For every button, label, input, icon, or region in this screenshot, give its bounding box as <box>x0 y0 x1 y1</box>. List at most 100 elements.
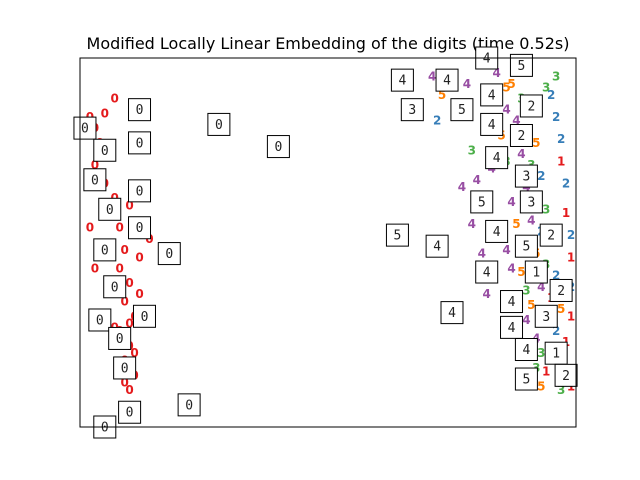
thumbnail-frame-36 <box>385 223 409 247</box>
digit-thumbnail-26: 4 <box>480 83 504 107</box>
digit-point-21: 0 <box>125 383 133 397</box>
thumbnail-digit-37: 4 <box>433 240 441 255</box>
digit-point-5: 0 <box>91 158 99 172</box>
digit-thumbnail-11: 0 <box>128 98 152 122</box>
digit-thumbnail-28: 4 <box>480 112 504 136</box>
digit-point-97: 2 <box>547 88 555 102</box>
thumbnail-digit-43: 4 <box>448 306 456 321</box>
thumbnail-digit-14: 0 <box>136 221 144 236</box>
thumbnail-frame-29 <box>509 123 533 147</box>
digit-point-69: 3 <box>542 202 550 216</box>
thumbnail-digit-6: 0 <box>96 313 104 328</box>
digit-point-104: 1 <box>567 250 575 264</box>
thumbnail-frame-9 <box>118 400 142 424</box>
digit-point-108: 3 <box>542 81 550 95</box>
digit-thumbnail-22: 3 <box>400 98 424 122</box>
digit-point-32: 0 <box>111 92 119 106</box>
digit-point-53: 5 <box>537 379 545 393</box>
thumbnail-digit-5: 0 <box>111 280 119 295</box>
digit-point-51: 4 <box>522 313 530 327</box>
digit-point-58: 5 <box>507 77 515 91</box>
digit-point-78: 5 <box>557 302 565 316</box>
digit-point-49: 4 <box>507 261 515 275</box>
digit-point-26: 0 <box>135 250 143 264</box>
digit-point-64: 4 <box>517 147 525 161</box>
thumbnail-frame-25 <box>509 53 533 77</box>
digit-point-45: 4 <box>468 217 476 231</box>
thumbnail-frame-40 <box>524 260 548 284</box>
digit-thumbnail-14: 0 <box>128 216 152 240</box>
digit-point-101: 2 <box>562 176 570 190</box>
digit-point-15: 0 <box>120 295 128 309</box>
thumbnail-frame-5 <box>103 275 127 299</box>
thumbnail-frame-43 <box>440 301 464 325</box>
digit-thumbnail-2: 0 <box>83 168 107 192</box>
thumbnail-digit-16: 0 <box>141 310 149 325</box>
digit-point-91: 5 <box>517 265 525 279</box>
digit-point-24: 0 <box>91 261 99 275</box>
thumbnail-digit-15: 0 <box>165 247 173 262</box>
digit-thumbnail-44: 3 <box>534 304 558 328</box>
thumbnail-frame-22 <box>400 98 424 122</box>
digit-point-13: 0 <box>116 261 124 275</box>
thumbnail-frame-46 <box>514 338 538 362</box>
thumbnail-digit-42: 2 <box>557 284 565 299</box>
digit-point-2: 0 <box>101 106 109 120</box>
digit-point-75: 2 <box>552 269 560 283</box>
thumbnail-frame-30 <box>485 146 509 170</box>
digit-thumbnail-36: 5 <box>385 223 409 247</box>
digit-point-90: 4 <box>502 243 510 257</box>
thumbnail-frame-44 <box>534 304 558 328</box>
digit-point-95: 3 <box>537 346 545 360</box>
thumbnail-frame-32 <box>470 190 494 214</box>
thumbnail-digit-28: 4 <box>488 118 496 133</box>
digit-thumbnail-18: 0 <box>207 112 231 136</box>
thumbnail-frame-11 <box>128 98 152 122</box>
digit-thumbnail-0: 0 <box>73 116 97 140</box>
thumbnail-frame-0 <box>73 116 97 140</box>
thumbnail-frame-27 <box>519 94 543 118</box>
digit-point-41: 3 <box>468 143 476 157</box>
chart-title: Modified Locally Linear Embedding of the… <box>87 34 570 53</box>
digit-thumbnail-39: 4 <box>475 260 499 284</box>
digit-point-12: 0 <box>120 243 128 257</box>
digit-thumbnail-45: 4 <box>500 315 524 339</box>
thumbnail-frame-26 <box>480 83 504 107</box>
digit-thumbnail-15: 0 <box>157 242 181 266</box>
thumbnail-frame-33 <box>519 190 543 214</box>
digit-thumbnail-47: 1 <box>544 341 568 365</box>
thumbnail-frame-6 <box>88 308 112 332</box>
thumbnail-digit-34: 4 <box>493 225 501 240</box>
thumbnail-digit-27: 2 <box>527 99 535 114</box>
digit-point-43: 4 <box>473 173 481 187</box>
digit-point-46: 4 <box>478 247 486 261</box>
thumbnail-digit-46: 4 <box>522 343 530 358</box>
digit-point-85: 4 <box>502 103 510 117</box>
digit-thumbnail-33: 3 <box>519 190 543 214</box>
thumbnail-digit-44: 3 <box>542 310 550 325</box>
digit-point-34: 4 <box>428 69 436 83</box>
thumbnail-digit-36: 5 <box>394 229 402 244</box>
digit-thumbnail-30: 4 <box>485 146 509 170</box>
digit-thumbnail-49: 2 <box>554 363 578 387</box>
digit-point-63: 5 <box>532 136 540 150</box>
thumbnail-digit-12: 0 <box>136 136 144 151</box>
digit-thumbnail-40: 1 <box>524 260 548 284</box>
digit-thumbnail-7: 0 <box>108 326 132 350</box>
thumbnail-frame-1 <box>93 138 117 162</box>
digit-point-107: 3 <box>552 69 560 83</box>
digit-thumbnail-3: 0 <box>98 197 122 221</box>
digit-point-93: 5 <box>527 298 535 312</box>
thumbnail-digit-2: 0 <box>91 173 99 188</box>
thumbnail-digit-26: 4 <box>488 88 496 103</box>
thumbnail-frame-31 <box>514 164 538 188</box>
thumbnail-digit-47: 1 <box>552 347 560 362</box>
digit-thumbnail-46: 4 <box>514 338 538 362</box>
digit-thumbnail-1: 0 <box>93 138 117 162</box>
thumbnail-digit-29: 2 <box>518 129 526 144</box>
digit-point-31: 0 <box>120 376 128 390</box>
thumbnail-digit-22: 3 <box>408 103 416 118</box>
digit-thumbnail-38: 5 <box>514 234 538 258</box>
thumbnail-frame-42 <box>549 278 573 302</box>
digit-thumbnail-19: 0 <box>266 135 290 159</box>
